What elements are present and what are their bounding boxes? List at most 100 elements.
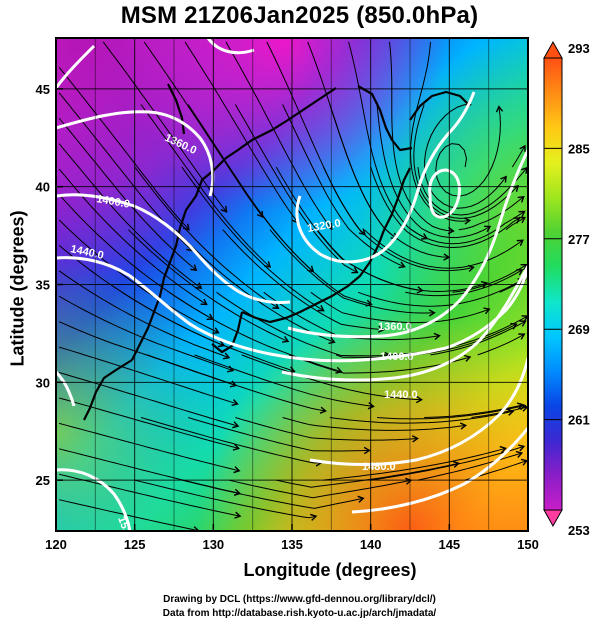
streamline	[58, 270, 230, 359]
y-tick-label: 45	[36, 82, 50, 97]
streamline-arrowhead	[415, 395, 423, 404]
streamline	[184, 41, 299, 223]
streamline-arrowhead	[518, 333, 526, 340]
streamline	[128, 229, 289, 342]
streamline-arrowhead	[351, 266, 359, 274]
x-tick-label: 125	[124, 537, 146, 552]
streamline	[58, 219, 219, 334]
streamline	[234, 104, 358, 273]
streamline	[499, 278, 527, 293]
streamline-arrowhead	[200, 298, 208, 306]
streamline	[417, 452, 522, 481]
streamline	[370, 166, 520, 249]
streamline	[282, 104, 405, 268]
x-tick-label: 135	[281, 537, 303, 552]
contour-label: 1440.0	[384, 389, 418, 401]
streamline-arrowhead	[328, 337, 336, 344]
streamline	[169, 291, 342, 373]
y-tick-label: 25	[36, 473, 50, 488]
y-tick-label: 40	[36, 180, 50, 195]
streamline-arrowhead	[231, 399, 239, 407]
contour-label: 1360.0	[378, 321, 412, 333]
streamline	[140, 417, 322, 464]
streamline-arrowhead	[317, 304, 325, 312]
streamline	[288, 354, 471, 374]
colorbar-tick-label: 269	[568, 322, 590, 337]
streamline	[216, 291, 391, 357]
streamline-arrowhead	[428, 309, 436, 317]
x-tick-label: 145	[438, 537, 460, 552]
colorbar-tick-label: 261	[568, 413, 590, 428]
streamline	[58, 397, 239, 449]
contour-label: 1400.0	[95, 193, 130, 211]
streamline-arrowhead	[518, 210, 526, 218]
x-axis-label: Longitude (degrees)	[243, 560, 417, 580]
streamline-arrowhead	[520, 166, 528, 174]
colorbar-tick-label: 253	[568, 523, 590, 538]
wind-streamlines	[58, 41, 528, 531]
x-axis: 120 125 130 135 140 145 150	[45, 524, 539, 552]
streamline	[181, 166, 324, 312]
streamline-arrowhead	[452, 460, 460, 468]
streamline-arrowhead	[459, 422, 468, 430]
streamline-arrowhead	[483, 307, 491, 315]
streamline-arrowhead	[319, 406, 327, 414]
streamline	[357, 278, 524, 307]
lat-lon-grid	[56, 38, 528, 531]
streamline-arrowhead	[464, 354, 472, 362]
streamline-arrowhead	[518, 216, 526, 224]
streamline	[323, 447, 506, 481]
streamline	[310, 291, 490, 324]
y-axis: 25 30 35 40 45	[36, 82, 63, 488]
streamline	[225, 41, 333, 230]
streamline	[329, 104, 449, 258]
streamline	[413, 104, 519, 219]
streamline-arrowhead	[264, 261, 272, 268]
streamline	[389, 41, 454, 232]
streamline	[376, 104, 491, 239]
streamline-arrowhead	[233, 466, 241, 474]
streamline	[58, 499, 199, 531]
streamline-arrowhead	[484, 225, 492, 233]
streamline	[228, 479, 412, 499]
colorbar-tick-label: 285	[568, 141, 590, 156]
streamline	[458, 196, 525, 231]
streamline-arrowhead	[325, 222, 333, 231]
streamline	[121, 291, 295, 372]
streamline	[58, 143, 202, 289]
streamline-arrowhead	[234, 511, 242, 519]
streamline-arrowhead	[464, 217, 472, 225]
contour-label: 1400.0	[380, 351, 414, 363]
streamline	[452, 264, 527, 293]
y-tick-label: 30	[36, 375, 50, 390]
streamline	[58, 422, 240, 472]
chart-title: MSM 21Z06Jan2025 (850.0hPa)	[120, 2, 479, 29]
credit-drawing: Drawing by DCL (https://www.gfd-dennou.o…	[163, 594, 436, 605]
streamline	[235, 417, 418, 441]
streamline	[241, 354, 422, 401]
streamline	[269, 229, 435, 314]
x-tick-label: 130	[202, 537, 224, 552]
streamline-arrowhead	[517, 444, 526, 452]
streamline-arrowhead	[232, 443, 241, 451]
x-tick-label: 150	[517, 537, 539, 552]
streamline	[143, 41, 264, 218]
streamline	[58, 295, 234, 372]
streamline	[58, 473, 241, 517]
streamline-arrowhead	[507, 408, 515, 416]
streamline	[409, 41, 470, 222]
streamline	[477, 333, 525, 356]
streamline	[370, 445, 525, 481]
streamline-arrowhead	[517, 195, 525, 203]
height-contours	[56, 38, 528, 531]
streamline-arrowhead	[520, 458, 528, 466]
streamline	[376, 404, 526, 420]
streamline-arrowhead	[519, 320, 527, 327]
streamline-arrowhead	[256, 210, 264, 218]
streamline-arrowhead	[232, 421, 240, 429]
streamline	[411, 211, 525, 245]
streamline	[181, 479, 364, 509]
colorbar-min-arrow	[543, 509, 563, 528]
streamline-arrowhead	[411, 435, 419, 443]
